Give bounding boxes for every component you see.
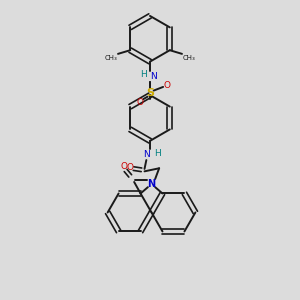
Text: H: H (154, 148, 160, 158)
Text: N: N (148, 178, 156, 188)
Text: O: O (126, 163, 134, 172)
Text: CH₃: CH₃ (104, 56, 117, 62)
Text: S: S (146, 88, 154, 98)
Text: O: O (121, 162, 128, 171)
Text: O: O (163, 81, 170, 90)
Text: N: N (143, 150, 150, 159)
Text: N: N (150, 72, 157, 81)
Text: CH₃: CH₃ (183, 56, 196, 62)
Text: H: H (140, 70, 147, 79)
Text: O: O (137, 98, 144, 107)
